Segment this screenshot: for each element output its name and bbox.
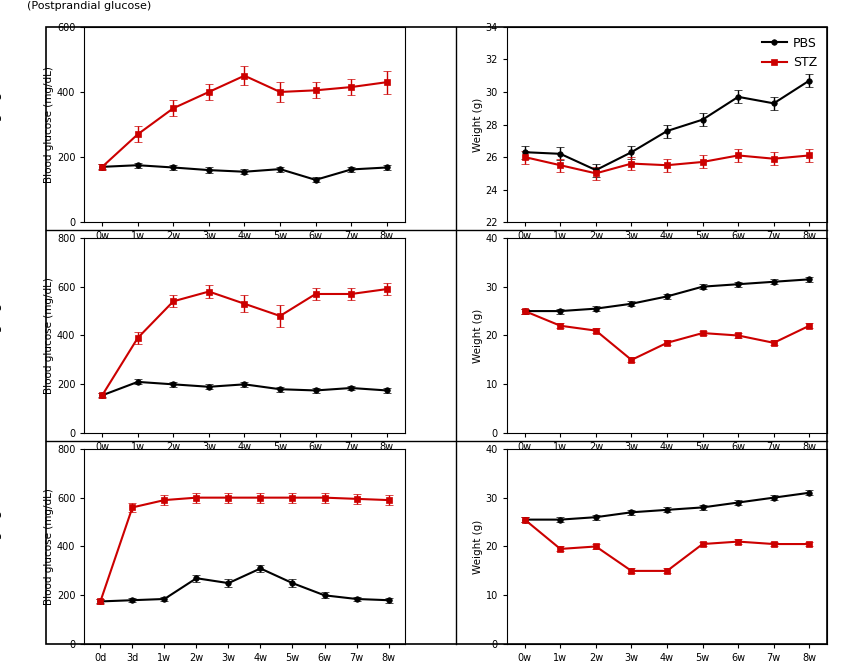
Y-axis label: Weight (g): Weight (g)	[473, 309, 483, 362]
Y-axis label: Blood glucose (mg/dL): Blood glucose (mg/dL)	[44, 277, 54, 394]
Text: 50 mg/kg: 50 mg/kg	[0, 303, 2, 368]
Text: (Postprandial glucose): (Postprandial glucose)	[27, 1, 151, 11]
Text: 100 mg/kg: 100 mg/kg	[0, 509, 2, 584]
Y-axis label: Blood glucose (mg/dL): Blood glucose (mg/dL)	[44, 66, 54, 183]
Legend: PBS, STZ: PBS, STZ	[758, 33, 821, 73]
Y-axis label: Weight (g): Weight (g)	[473, 519, 483, 574]
Y-axis label: Weight (g): Weight (g)	[473, 97, 483, 152]
Y-axis label: Blood glucose (mg/dL): Blood glucose (mg/dL)	[44, 488, 54, 605]
Text: 35 mg/kg: 35 mg/kg	[0, 91, 2, 158]
